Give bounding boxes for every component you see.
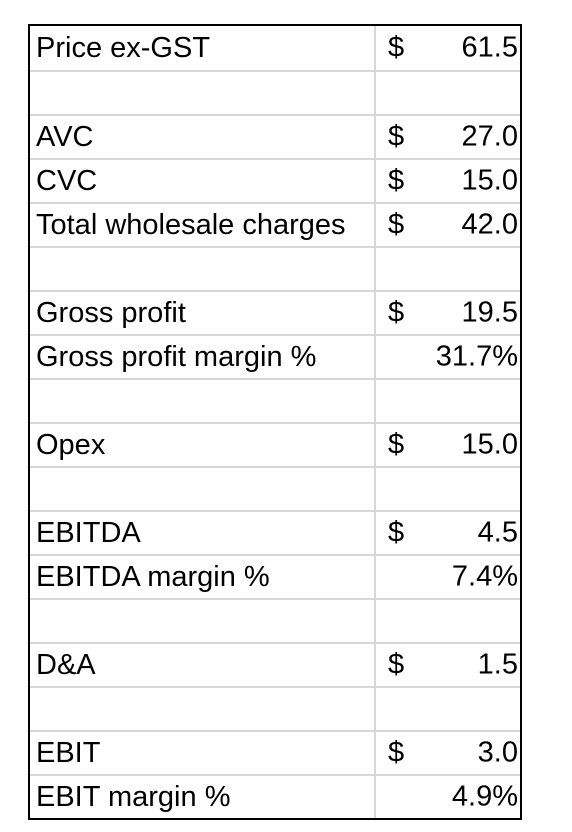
table-row: AVC $ 27.0 (30, 114, 520, 158)
row-label[interactable] (30, 380, 376, 422)
table-row: Price ex-GST $ 61.5 (30, 26, 520, 70)
row-label[interactable]: CVC (30, 160, 376, 202)
table-row: Gross profit $ 19.5 (30, 290, 520, 334)
currency-symbol: $ (388, 164, 405, 197)
row-value: 7.4% (451, 560, 518, 593)
row-value: 4.5 (477, 516, 518, 549)
table-row: EBITDA $ 4.5 (30, 510, 520, 554)
row-value-cell[interactable]: $ 42.0 (376, 204, 520, 246)
row-value-cell[interactable] (376, 468, 520, 510)
table-row: Gross profit margin % 31.7% (30, 334, 520, 378)
row-label[interactable]: Opex (30, 424, 376, 466)
row-value-cell[interactable]: $ 1.5 (376, 644, 520, 686)
row-value: 15.0 (461, 428, 518, 461)
row-label[interactable]: Total wholesale charges (30, 204, 376, 246)
financial-summary-table: Price ex-GST $ 61.5 AVC $ 27.0 CVC $ 15.… (28, 24, 522, 820)
row-value: 19.5 (461, 296, 518, 329)
table-row: Total wholesale charges $ 42.0 (30, 202, 520, 246)
currency-symbol: $ (388, 296, 405, 329)
row-value: 27.0 (461, 120, 518, 153)
row-label[interactable]: AVC (30, 116, 376, 158)
currency-symbol: $ (388, 120, 405, 153)
table-row (30, 686, 520, 730)
table-row: D&A $ 1.5 (30, 642, 520, 686)
row-label[interactable]: Price ex-GST (30, 26, 376, 70)
row-label[interactable] (30, 72, 376, 114)
currency-symbol: $ (388, 736, 405, 769)
row-value: 3.0 (477, 736, 518, 769)
row-label[interactable] (30, 688, 376, 730)
row-label[interactable] (30, 248, 376, 290)
currency-symbol: $ (388, 208, 405, 241)
table-row: Opex $ 15.0 (30, 422, 520, 466)
row-label[interactable]: EBITDA (30, 512, 376, 554)
row-value-cell[interactable] (376, 380, 520, 422)
row-value-cell[interactable]: 7.4% (376, 556, 520, 598)
row-value-cell[interactable]: 31.7% (376, 336, 520, 378)
currency-symbol: $ (388, 648, 405, 681)
table-row: EBITDA margin % 7.4% (30, 554, 520, 598)
row-label[interactable] (30, 468, 376, 510)
row-value-cell[interactable]: 4.9% (376, 776, 520, 818)
row-value-cell[interactable]: $ 19.5 (376, 292, 520, 334)
table-row: CVC $ 15.0 (30, 158, 520, 202)
row-label[interactable]: Gross profit margin % (30, 336, 376, 378)
row-label[interactable]: EBIT (30, 732, 376, 774)
row-value: 61.5 (461, 31, 518, 64)
row-value-cell[interactable]: $ 61.5 (376, 26, 520, 70)
row-value-cell[interactable] (376, 72, 520, 114)
currency-symbol: $ (388, 516, 405, 549)
row-label[interactable]: EBIT margin % (30, 776, 376, 818)
table-row (30, 378, 520, 422)
row-value-cell[interactable] (376, 600, 520, 642)
row-value-cell[interactable]: $ 15.0 (376, 424, 520, 466)
row-label[interactable]: EBITDA margin % (30, 556, 376, 598)
row-value-cell[interactable]: $ 15.0 (376, 160, 520, 202)
currency-symbol: $ (388, 428, 405, 461)
row-value-cell[interactable]: $ 4.5 (376, 512, 520, 554)
row-label[interactable] (30, 600, 376, 642)
row-value: 4.9% (451, 780, 518, 813)
table-row: EBIT $ 3.0 (30, 730, 520, 774)
currency-symbol: $ (388, 31, 405, 64)
row-value-cell[interactable] (376, 248, 520, 290)
row-label[interactable]: Gross profit (30, 292, 376, 334)
table-row (30, 246, 520, 290)
row-value: 31.7% (435, 340, 518, 373)
row-value-cell[interactable]: $ 27.0 (376, 116, 520, 158)
row-value: 15.0 (461, 164, 518, 197)
table-row: EBIT margin % 4.9% (30, 774, 520, 818)
row-value-cell[interactable] (376, 688, 520, 730)
table-row (30, 466, 520, 510)
table-row (30, 70, 520, 114)
row-value: 1.5 (477, 648, 518, 681)
table-row (30, 598, 520, 642)
row-label[interactable]: D&A (30, 644, 376, 686)
row-value: 42.0 (461, 208, 518, 241)
row-value-cell[interactable]: $ 3.0 (376, 732, 520, 774)
